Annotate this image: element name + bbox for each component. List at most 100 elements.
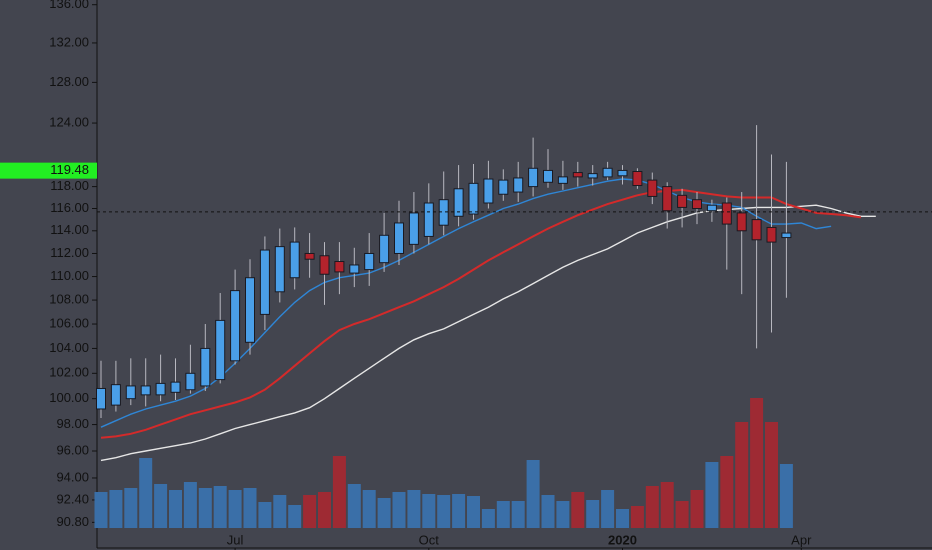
candle-body [721,202,732,225]
candle-body [453,188,464,217]
candle-body [617,169,628,177]
y-tick-label: 110.00 [50,268,89,283]
volume-bar [690,490,704,528]
x-tick-label: Jul [227,532,244,547]
candle-body [766,226,777,243]
y-tick-label: 124.00 [49,114,89,129]
volume-bar [586,500,600,528]
volume-bar [362,490,376,528]
moving-average [100,188,862,439]
y-tick-label: 96.00 [56,442,89,457]
candle-body [632,170,643,187]
volume-bar [392,492,406,528]
candle-body [483,178,494,204]
candle-body [245,277,255,343]
volume-bar [377,498,391,528]
candle-body [692,199,702,210]
volume-bar [630,506,644,528]
y-tick-label: 132.00 [49,34,89,49]
volume-bar [109,490,123,528]
candle-body [587,173,598,179]
volume-bar [526,460,540,528]
volume-bar [541,495,555,528]
volume-bar [675,501,689,528]
candle-body [96,387,106,410]
volume-bar [332,456,346,528]
candle-body [706,204,717,212]
volume-bar [556,501,570,528]
candle-body [304,252,315,260]
candle-body [319,255,330,275]
volume-bar [645,486,659,528]
candle-body [677,194,688,208]
candle-body [528,167,539,188]
candle-body [334,261,345,273]
volume-bar [318,492,331,528]
candle-body [513,177,524,193]
volume-bar [511,501,525,528]
x-tick-label: Oct [419,532,440,547]
y-tick-label: 136.00 [49,0,89,11]
candle-body [557,176,568,184]
volume-bar [496,501,510,528]
candle-body [647,179,658,197]
candle-body [572,172,583,178]
candle-body [140,385,151,396]
volume-bar [139,458,153,528]
y-tick-label: 118.00 [50,178,89,193]
y-tick-label: 128.00 [49,74,89,89]
volume-bar [481,509,495,528]
candle-body [289,241,300,279]
x-tick-label: 2020 [608,532,637,547]
volume-bar [660,482,674,528]
volume-bar [601,490,615,528]
y-tick-label: 112.00 [50,245,89,260]
y-tick-label: 106.00 [49,315,89,330]
candle-body [125,385,136,400]
candle-body [274,246,285,293]
candle-body [110,384,121,406]
moving-average [100,178,832,428]
y-tick-label: 114.00 [50,222,89,237]
volume-bar [347,484,361,528]
y-tick-label: 100.00 [49,390,89,405]
candle-body [200,347,211,387]
candle-body [736,212,747,232]
volume-bar [735,422,749,528]
volume-bar [779,464,793,528]
candle-body [259,249,270,315]
candle-body [662,186,673,212]
volume-bar [303,495,317,528]
volume-bar [243,488,257,528]
last-price-label: 119.48 [50,162,89,177]
volume-bar [571,492,585,528]
volume-bar [124,488,138,528]
volume-bar [407,490,421,528]
y-tick-label: 98.00 [56,416,89,431]
volume-bar [258,502,272,528]
volume-bar [183,482,197,528]
moving-average [100,204,876,462]
y-tick-label: 94.00 [56,469,89,484]
y-tick-label: 104.00 [49,340,89,355]
volume-bar [213,486,227,528]
candle-body [468,182,479,215]
volume-bar [288,505,302,528]
volume-bar [720,456,734,528]
x-tick-label: Apr [791,532,812,547]
volume-bar [437,495,451,528]
candle-body [781,232,792,239]
candle-body [751,219,762,241]
y-tick-label: 102.00 [49,365,89,380]
candle-body [543,169,553,183]
y-tick-label: 116.00 [50,200,89,215]
volume-bar [452,494,466,528]
candle-body [498,179,509,195]
candle-body [438,199,449,226]
candle-body [185,372,196,391]
candle-body [215,319,226,381]
volume-bar [228,490,242,528]
last-price-box [0,162,97,179]
volume-bar [422,494,436,528]
